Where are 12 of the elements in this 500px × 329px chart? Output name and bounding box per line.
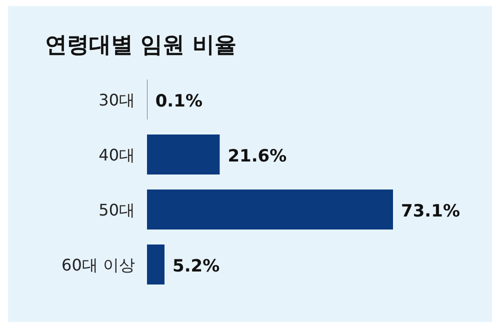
y-tick-label: 50대 [98,200,135,220]
y-tick-label: 60대 이상 [62,256,135,274]
bar [147,190,393,230]
y-tick-label: 30대 [98,90,135,110]
y-tick-label: 40대 [98,146,135,164]
data-label: 73.1% [401,202,460,222]
data-label: 21.6% [228,146,287,166]
data-label: 5.2% [172,256,220,276]
bar [147,244,164,284]
chart-title: 연령대별 임원 비율 [45,33,236,58]
data-label: 0.1% [155,92,202,112]
bar [147,134,220,174]
